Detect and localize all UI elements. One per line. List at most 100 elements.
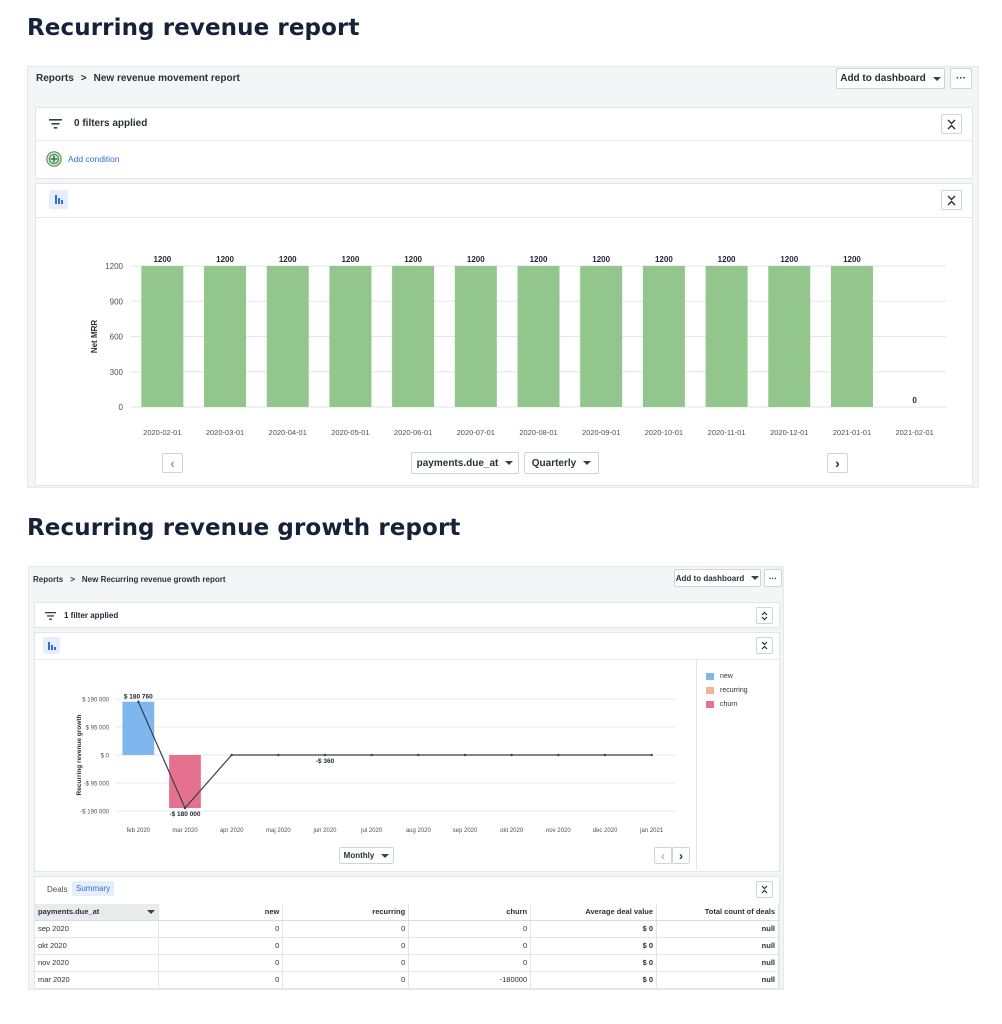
bar (392, 266, 435, 407)
data-label: 1200 (592, 255, 610, 264)
bar-chart-icon[interactable] (49, 190, 68, 209)
table-cell: nov 2020 (35, 954, 160, 972)
filters-card: 1 filter applied (34, 602, 780, 628)
group-by-value: payments.due_at (416, 457, 499, 469)
chart-legend: new recurring churn (706, 669, 748, 711)
granularity-select[interactable]: Quarterly (524, 452, 599, 474)
net-point (603, 753, 607, 757)
prev-page-button[interactable]: ‹ (654, 847, 672, 864)
table-cell: $ 0 (530, 937, 658, 955)
legend-item[interactable]: new (706, 669, 748, 683)
table-cell: $ 0 (530, 971, 658, 989)
y-tick-label: 600 (110, 333, 124, 342)
tab-summary[interactable]: Summary (72, 881, 115, 896)
legend-item[interactable]: recurring (706, 683, 748, 697)
add-to-dashboard-label: Add to dashboard (840, 73, 926, 84)
table-cell: 0 (408, 920, 532, 938)
y-axis-label: Recurring revenue growth (76, 715, 83, 796)
filters-label: 1 filter applied (64, 611, 119, 620)
net-line (137, 701, 652, 810)
page-title-revenue: Recurring revenue report (27, 15, 360, 41)
y-tick-label: $ 95 000 (86, 726, 110, 732)
column-header[interactable]: Total count of deals (656, 904, 779, 921)
legend-item[interactable]: churn (706, 697, 748, 711)
data-label: 1200 (279, 255, 297, 264)
collapse-table-button[interactable] (756, 881, 773, 898)
group-by-select[interactable]: payments.due_at (411, 452, 519, 474)
more-options-button[interactable]: ··· (764, 569, 782, 587)
prev-page-button[interactable]: ‹ (162, 453, 183, 473)
tab-deals[interactable]: Deals (47, 885, 68, 894)
bar-new (122, 701, 155, 755)
net-point (370, 753, 373, 757)
bar (204, 266, 247, 407)
x-tick-label: 2020-02-01 (143, 428, 181, 437)
y-tick-label: -$ 95 000 (84, 782, 110, 788)
collapse-filters-button[interactable] (941, 114, 962, 134)
bar-chart-icon[interactable] (43, 637, 60, 654)
expand-filters-button[interactable] (756, 607, 773, 624)
breadcrumb-root[interactable]: Reports (33, 574, 64, 584)
growth-report-panel: Reports > New Recurring revenue growth r… (28, 566, 784, 990)
table-cell: 0 (408, 954, 532, 972)
collapse-icon (947, 119, 956, 129)
column-header[interactable]: payments.due_at (35, 904, 160, 921)
table-cell: 0 (282, 954, 410, 972)
table-cell: 0 (282, 920, 410, 938)
table-card: Deals Summary payments.due_at new recurr… (34, 876, 780, 989)
chevron-down-icon (932, 76, 941, 81)
legend-divider (696, 660, 697, 870)
table-cell: $ 0 (530, 920, 658, 938)
more-options-button[interactable]: ··· (950, 68, 972, 89)
breadcrumb-root[interactable]: Reports (36, 72, 74, 84)
table-cell: null (656, 920, 779, 938)
x-tick-label: 2020-11-01 (708, 428, 746, 437)
chevron-down-icon (583, 461, 592, 465)
table-cell: 0 (158, 954, 284, 972)
column-header[interactable]: recurring (282, 904, 410, 921)
column-header[interactable]: churn (408, 904, 532, 921)
collapse-icon (761, 641, 768, 650)
breadcrumb-current: New revenue movement report (93, 72, 240, 84)
granularity-value: Quarterly (531, 457, 577, 469)
chevron-down-icon (751, 576, 760, 580)
data-label: 1200 (342, 255, 360, 264)
table-row: okt 2020 0 0 0 $ 0 null (35, 937, 779, 955)
net-point (323, 753, 327, 757)
breadcrumb-separator: > (70, 574, 75, 584)
net-point (510, 753, 513, 757)
next-page-button[interactable]: › (827, 453, 848, 473)
growth-bar-chart: $ 190 000 $ 95 000 $ 0 -$ 95 000 -$ 190 000 R… (76, 694, 675, 834)
net-mrr-bar-chart: 1200 900 600 300 0 Net MRR 1200 2020-02-01 1200 2… (90, 255, 946, 437)
table-cell: $ 0 (530, 954, 658, 972)
filters-card: 0 filters applied Add condition (35, 107, 973, 179)
collapse-chart-button[interactable] (756, 637, 773, 654)
add-condition-link[interactable]: Add condition (46, 151, 120, 167)
x-tick-label: 2021-02-01 (895, 428, 933, 437)
net-point (183, 806, 187, 810)
x-tick-label: apr 2020 (220, 828, 244, 834)
granularity-select[interactable]: Monthly (339, 847, 394, 864)
sort-icon (147, 910, 156, 915)
bar (768, 266, 811, 407)
data-label: 1200 (843, 255, 861, 264)
collapse-chart-button[interactable] (941, 190, 962, 210)
filter-icon (49, 119, 62, 129)
table-cell: 0 (158, 920, 284, 938)
x-tick-label: nov 2020 (546, 828, 571, 834)
table-cell: 0 (158, 937, 284, 955)
chart-divider (36, 217, 972, 218)
add-to-dashboard-button[interactable]: Add to dashboard (836, 68, 945, 89)
table-row: sep 2020 0 0 0 $ 0 null (35, 920, 779, 938)
x-tick-label: 2020-03-01 (206, 428, 244, 437)
data-label: 1200 (718, 255, 736, 264)
net-point (463, 753, 467, 757)
column-header[interactable]: Average deal value (530, 904, 658, 921)
next-page-button[interactable]: › (672, 847, 690, 864)
page-title-growth: Recurring revenue growth report (27, 515, 461, 541)
add-to-dashboard-button[interactable]: Add to dashboard (674, 569, 761, 587)
data-label: -$ 180 000 (169, 811, 200, 818)
table-cell: null (656, 937, 779, 955)
column-header[interactable]: new (158, 904, 284, 921)
breadcrumb-current: New Recurring revenue growth report (81, 574, 226, 584)
